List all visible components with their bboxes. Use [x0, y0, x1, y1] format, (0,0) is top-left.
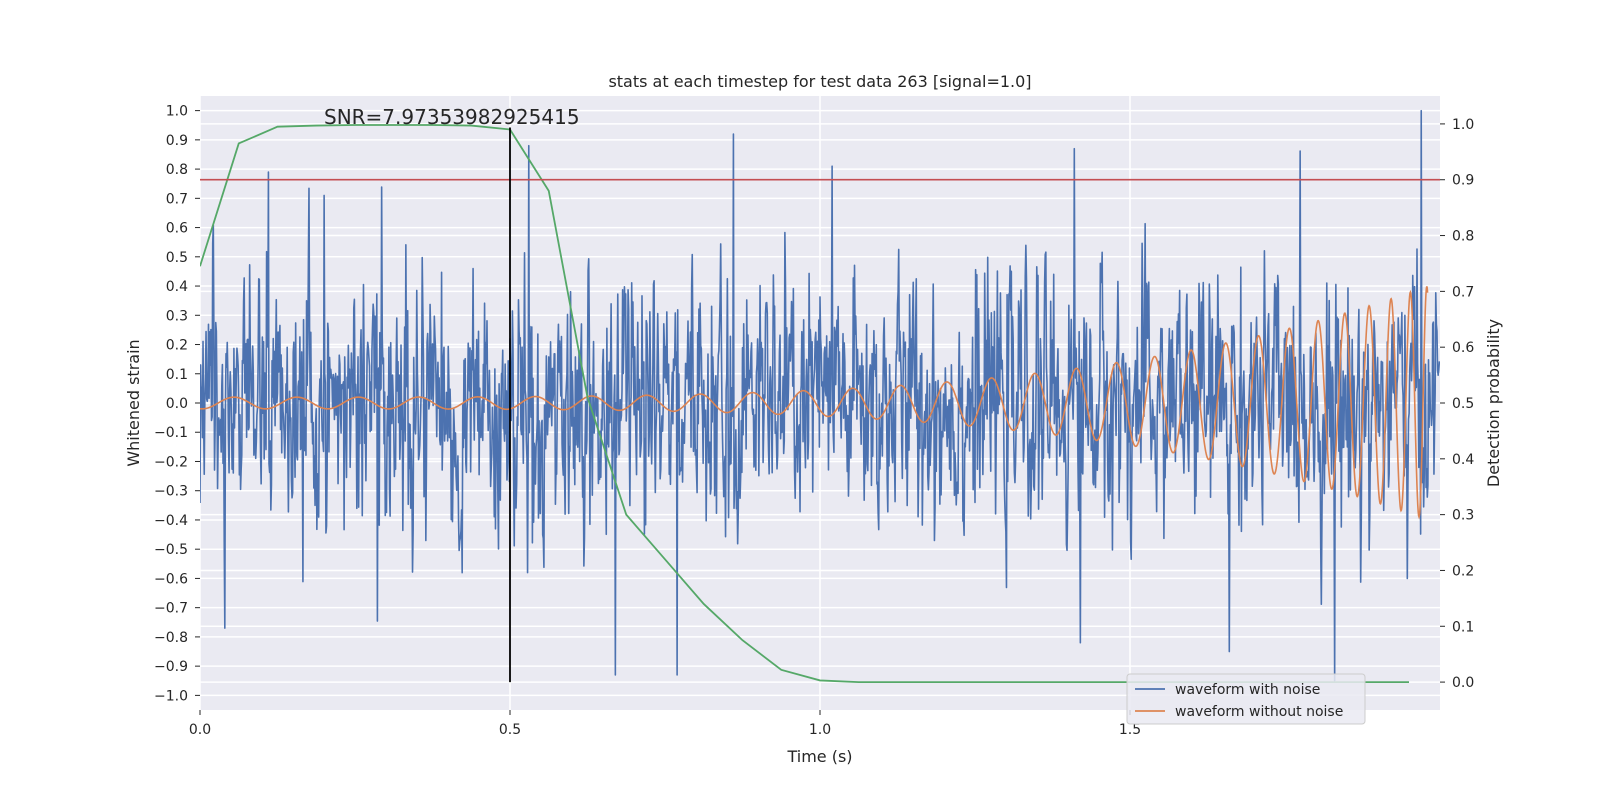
- y-tick-label: −0.9: [154, 659, 188, 675]
- y-tick-label: 0.2: [166, 338, 188, 354]
- series-waveform-without-noise: [200, 286, 1429, 520]
- legend: waveform with noise waveform without nois…: [1126, 673, 1366, 725]
- series-waveform-with-noise: [200, 109, 1440, 682]
- y-tick-label: 0.0: [166, 396, 188, 412]
- snr-annotation: SNR=7.97353982925415: [324, 105, 580, 129]
- y2-tick-label: 0.7: [1452, 284, 1474, 300]
- y2-tick-label: 0.4: [1452, 452, 1474, 468]
- chart-title: stats at each timestep for test data 263…: [608, 72, 1031, 91]
- legend-entry: waveform without noise: [1175, 704, 1343, 720]
- y-tick-label: −0.7: [154, 601, 188, 617]
- y-tick-label: 0.4: [166, 279, 188, 295]
- y2-tick-label: 0.5: [1452, 396, 1474, 412]
- y-tick-label: 0.9: [166, 133, 188, 149]
- y2-tick-label: 1.0: [1452, 117, 1474, 133]
- y-tick-label: −0.2: [154, 454, 188, 470]
- y-tick-label: 0.1: [166, 367, 188, 383]
- y-tick-label: 0.8: [166, 162, 188, 178]
- y2-ticks: 0.0 0.1 0.2 0.3 0.4 0.5 0.6 0.7 0.8 0.9 1.0: [1440, 117, 1474, 691]
- y-tick-label: 0.3: [166, 308, 188, 324]
- legend-entry: waveform with noise: [1175, 682, 1320, 698]
- x-tick-label: 1.5: [1119, 722, 1141, 738]
- y-tick-label: −0.1: [154, 425, 188, 441]
- y-ticks: −1.0 −0.9 −0.8 −0.7 −0.6 −0.5 −0.4 −0.3 −0.2 −0.1…: [154, 104, 200, 704]
- y2-tick-label: 0.0: [1452, 675, 1474, 691]
- x-tick-label: 0.0: [189, 722, 211, 738]
- y2-tick-label: 0.9: [1452, 173, 1474, 189]
- legend-box: [1126, 673, 1366, 725]
- y2-tick-label: 0.2: [1452, 563, 1474, 579]
- y-tick-label: −0.8: [154, 630, 188, 646]
- y-tick-label: −0.3: [154, 484, 188, 500]
- series-layer: [200, 109, 1440, 683]
- y-tick-label: 1.0: [166, 104, 188, 120]
- y2-tick-label: 0.8: [1452, 229, 1474, 245]
- y2-tick-label: 0.6: [1452, 340, 1474, 356]
- x-ticks: 0.0 0.5 1.0 1.5: [189, 710, 1141, 738]
- overlay-layer: [200, 127, 1440, 683]
- y-tick-label: 0.6: [166, 221, 188, 237]
- y-tick-label: −0.6: [154, 571, 188, 587]
- y2-axis-label: Detection probability: [1484, 319, 1503, 487]
- x-axis-label: Time (s): [786, 747, 852, 766]
- y-tick-label: −0.4: [154, 513, 188, 529]
- y-tick-label: −0.5: [154, 542, 188, 558]
- y-axis-label: Whitened strain: [124, 339, 143, 466]
- x-tick-label: 0.5: [499, 722, 521, 738]
- y-tick-label: 0.7: [166, 191, 188, 207]
- y2-tick-label: 0.3: [1452, 508, 1474, 524]
- x-tick-label: 1.0: [809, 722, 831, 738]
- y-tick-label: 0.5: [166, 250, 188, 266]
- y-tick-label: −1.0: [154, 688, 188, 704]
- y2-tick-label: 0.1: [1452, 619, 1474, 635]
